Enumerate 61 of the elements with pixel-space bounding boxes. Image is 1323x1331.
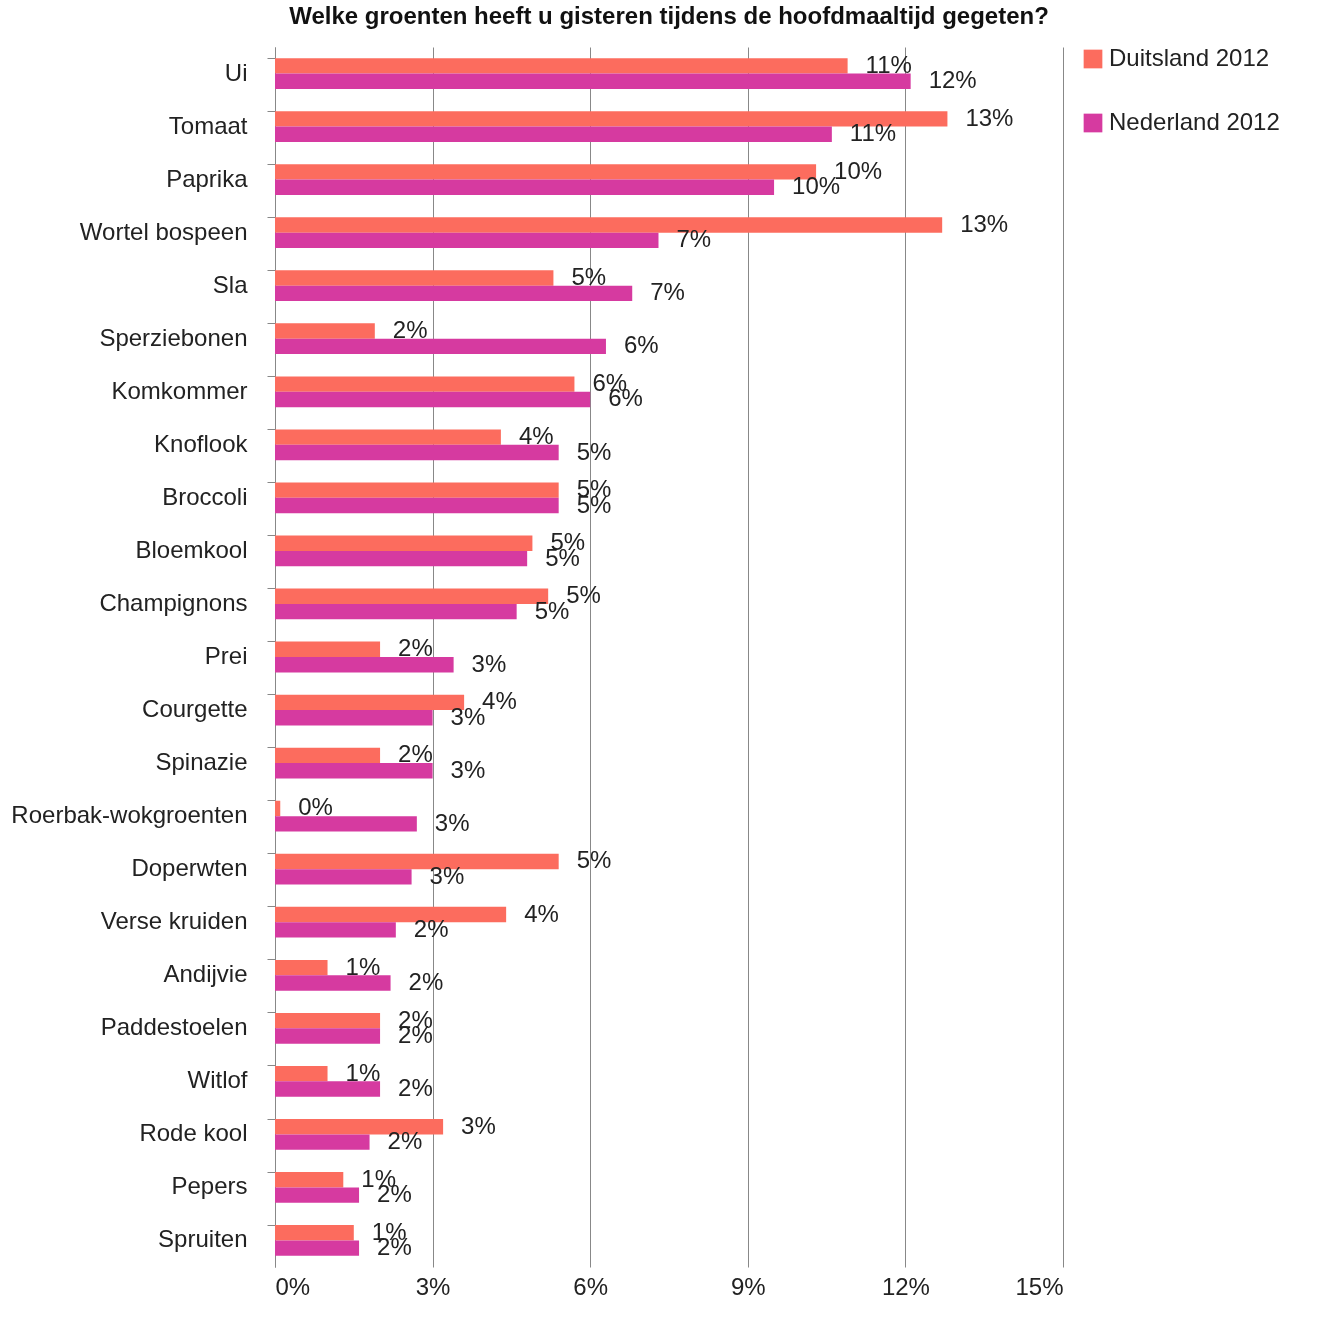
data-label: 3%: [461, 1111, 496, 1139]
data-label: 6%: [623, 331, 659, 359]
y-tick-label: Verse kruiden: [100, 907, 248, 935]
y-tick-label: Roerbak-wokgroenten: [11, 801, 248, 829]
y-tick-label: Prei: [204, 642, 248, 669]
data-label: 2%: [387, 1127, 423, 1155]
x-tick-label: 9%: [730, 1272, 766, 1300]
data-label: 10%: [792, 172, 841, 200]
data-label: 0%: [298, 793, 333, 821]
chart-title: Welke groenten heeft u gisteren tijdens de hoofdmaaltijd gegeten?: [289, 2, 1049, 29]
data-label: 2%: [398, 1074, 433, 1102]
data-label: 13%: [960, 209, 1009, 237]
legend-label: Duitsland 2012: [1109, 44, 1270, 71]
data-label: 3%: [471, 649, 507, 677]
data-label: 2%: [398, 634, 433, 662]
data-label: 4%: [524, 899, 559, 927]
data-label: 11%: [865, 50, 912, 78]
y-tick-label: Spruiten: [158, 1225, 248, 1253]
legend-label: Nederland 2012: [1109, 108, 1280, 135]
x-tick-label: 3%: [415, 1272, 451, 1300]
data-label: 3%: [450, 755, 486, 783]
data-label: 3%: [434, 808, 470, 836]
data-label: 2%: [408, 967, 444, 995]
data-label: 5%: [576, 437, 612, 465]
y-tick-label: Andijvie: [163, 960, 248, 988]
data-label: 3%: [429, 861, 465, 889]
data-label: 2%: [398, 740, 433, 768]
x-tick-label: 0%: [275, 1272, 311, 1300]
y-tick-label: Bloemkool: [135, 535, 248, 563]
data-label: 1%: [345, 1058, 381, 1086]
data-label: 5%: [576, 846, 612, 874]
y-tick-label: Witlof: [187, 1066, 248, 1094]
y-tick-label: Paprika: [166, 164, 249, 192]
data-label: 2%: [413, 914, 449, 942]
data-label: 2%: [392, 316, 428, 344]
y-tick-label: Knoflook: [154, 429, 249, 457]
y-tick-label: Doperwten: [131, 854, 248, 882]
y-tick-label: Wortel bospeen: [79, 217, 248, 245]
data-label: 13%: [965, 103, 1014, 131]
data-label: 5%: [571, 263, 607, 290]
y-tick-label: Sla: [212, 270, 249, 298]
data-label: 7%: [650, 278, 685, 306]
y-tick-label: Tomaat: [168, 111, 248, 139]
y-tick-label: Pepers: [171, 1172, 248, 1200]
y-tick-label: Courgette: [142, 695, 248, 723]
y-tick-label: Rode kool: [139, 1119, 248, 1147]
y-tick-label: Paddestoelen: [100, 1013, 248, 1041]
y-tick-label: Champignons: [99, 588, 248, 616]
y-tick-label: Broccoli: [162, 482, 248, 510]
x-tick-label: 6%: [573, 1272, 609, 1300]
data-label: 7%: [676, 225, 712, 253]
data-label: 4%: [518, 422, 554, 450]
data-label: 11%: [849, 119, 897, 147]
x-tick-label: 15%: [1015, 1272, 1064, 1300]
y-tick-label: Spinazie: [155, 748, 248, 776]
y-tick-label: Sperziebonen: [99, 323, 248, 351]
data-label: 1%: [345, 952, 381, 980]
y-tick-label: Komkommer: [111, 376, 248, 404]
y-tick-label: Ui: [224, 58, 248, 86]
x-tick-label: 12%: [881, 1272, 930, 1300]
data-label: 12%: [928, 66, 977, 94]
